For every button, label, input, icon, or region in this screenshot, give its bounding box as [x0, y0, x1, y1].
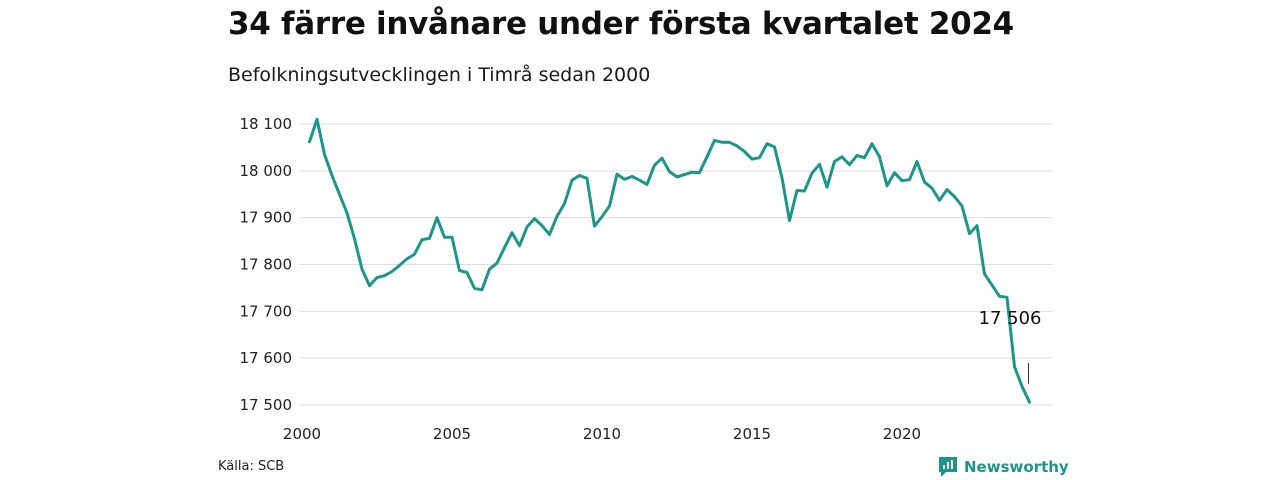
x-tick-label-2020: 2020: [883, 425, 921, 443]
newsworthy-logo[interactable]: Newsworthy: [938, 456, 1069, 478]
source-note: Källa: SCB: [218, 459, 285, 474]
newsworthy-icon: [939, 457, 957, 477]
y-tick-label-17500: 17 500: [240, 396, 293, 414]
last-value-label: 17 506: [979, 308, 1042, 329]
chart-subtitle: Befolkningsutvecklingen i Timrå sedan 20…: [228, 64, 651, 86]
series-line: [308, 117, 1031, 404]
y-tick-label-17900: 17 900: [240, 209, 293, 227]
x-tick-label-2000: 2000: [283, 425, 321, 443]
y-tick-label-18100: 18 100: [240, 115, 293, 133]
y-tick-label-17600: 17 600: [240, 349, 293, 367]
x-tick-label-2005: 2005: [433, 425, 471, 443]
chart-title: 34 färre invånare under första kvartalet…: [228, 6, 1014, 42]
brand-name: Newsworthy: [964, 458, 1069, 476]
y-tick-label-17800: 17 800: [240, 256, 293, 274]
y-tick-label-18000: 18 000: [240, 162, 293, 180]
y-tick-label-17700: 17 700: [240, 302, 293, 320]
x-tick-label-2010: 2010: [583, 425, 621, 443]
x-tick-label-2015: 2015: [733, 425, 771, 443]
